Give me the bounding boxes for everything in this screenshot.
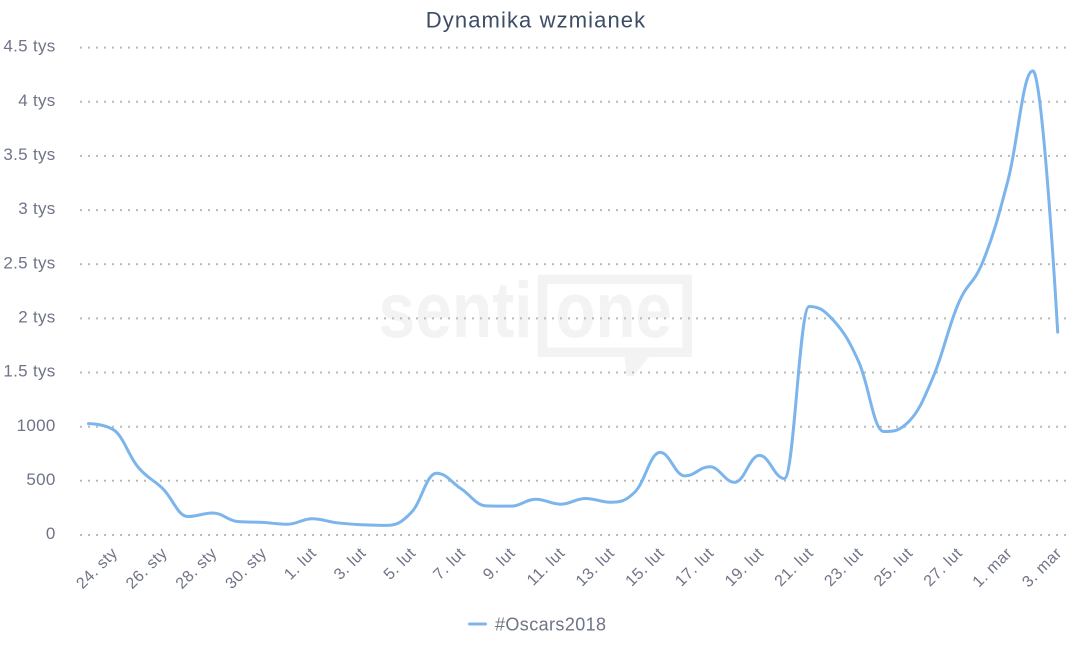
svg-text:4 tys: 4 tys [18,91,55,110]
svg-text:3 tys: 3 tys [18,199,55,218]
svg-text:senti: senti [379,265,533,354]
svg-text:#Oscars2018: #Oscars2018 [495,615,606,635]
svg-text:2.5 tys: 2.5 tys [3,253,55,272]
svg-text:Dynamika wzmianek: Dynamika wzmianek [426,8,646,33]
svg-text:1.5 tys: 1.5 tys [3,362,55,381]
svg-text:one: one [556,265,673,354]
svg-text:2 tys: 2 tys [18,308,55,327]
svg-text:0: 0 [46,524,56,543]
svg-text:500: 500 [26,470,55,489]
svg-text:4.5 tys: 4.5 tys [3,37,55,56]
svg-text:1000: 1000 [17,416,56,435]
svg-text:3.5 tys: 3.5 tys [3,145,55,164]
